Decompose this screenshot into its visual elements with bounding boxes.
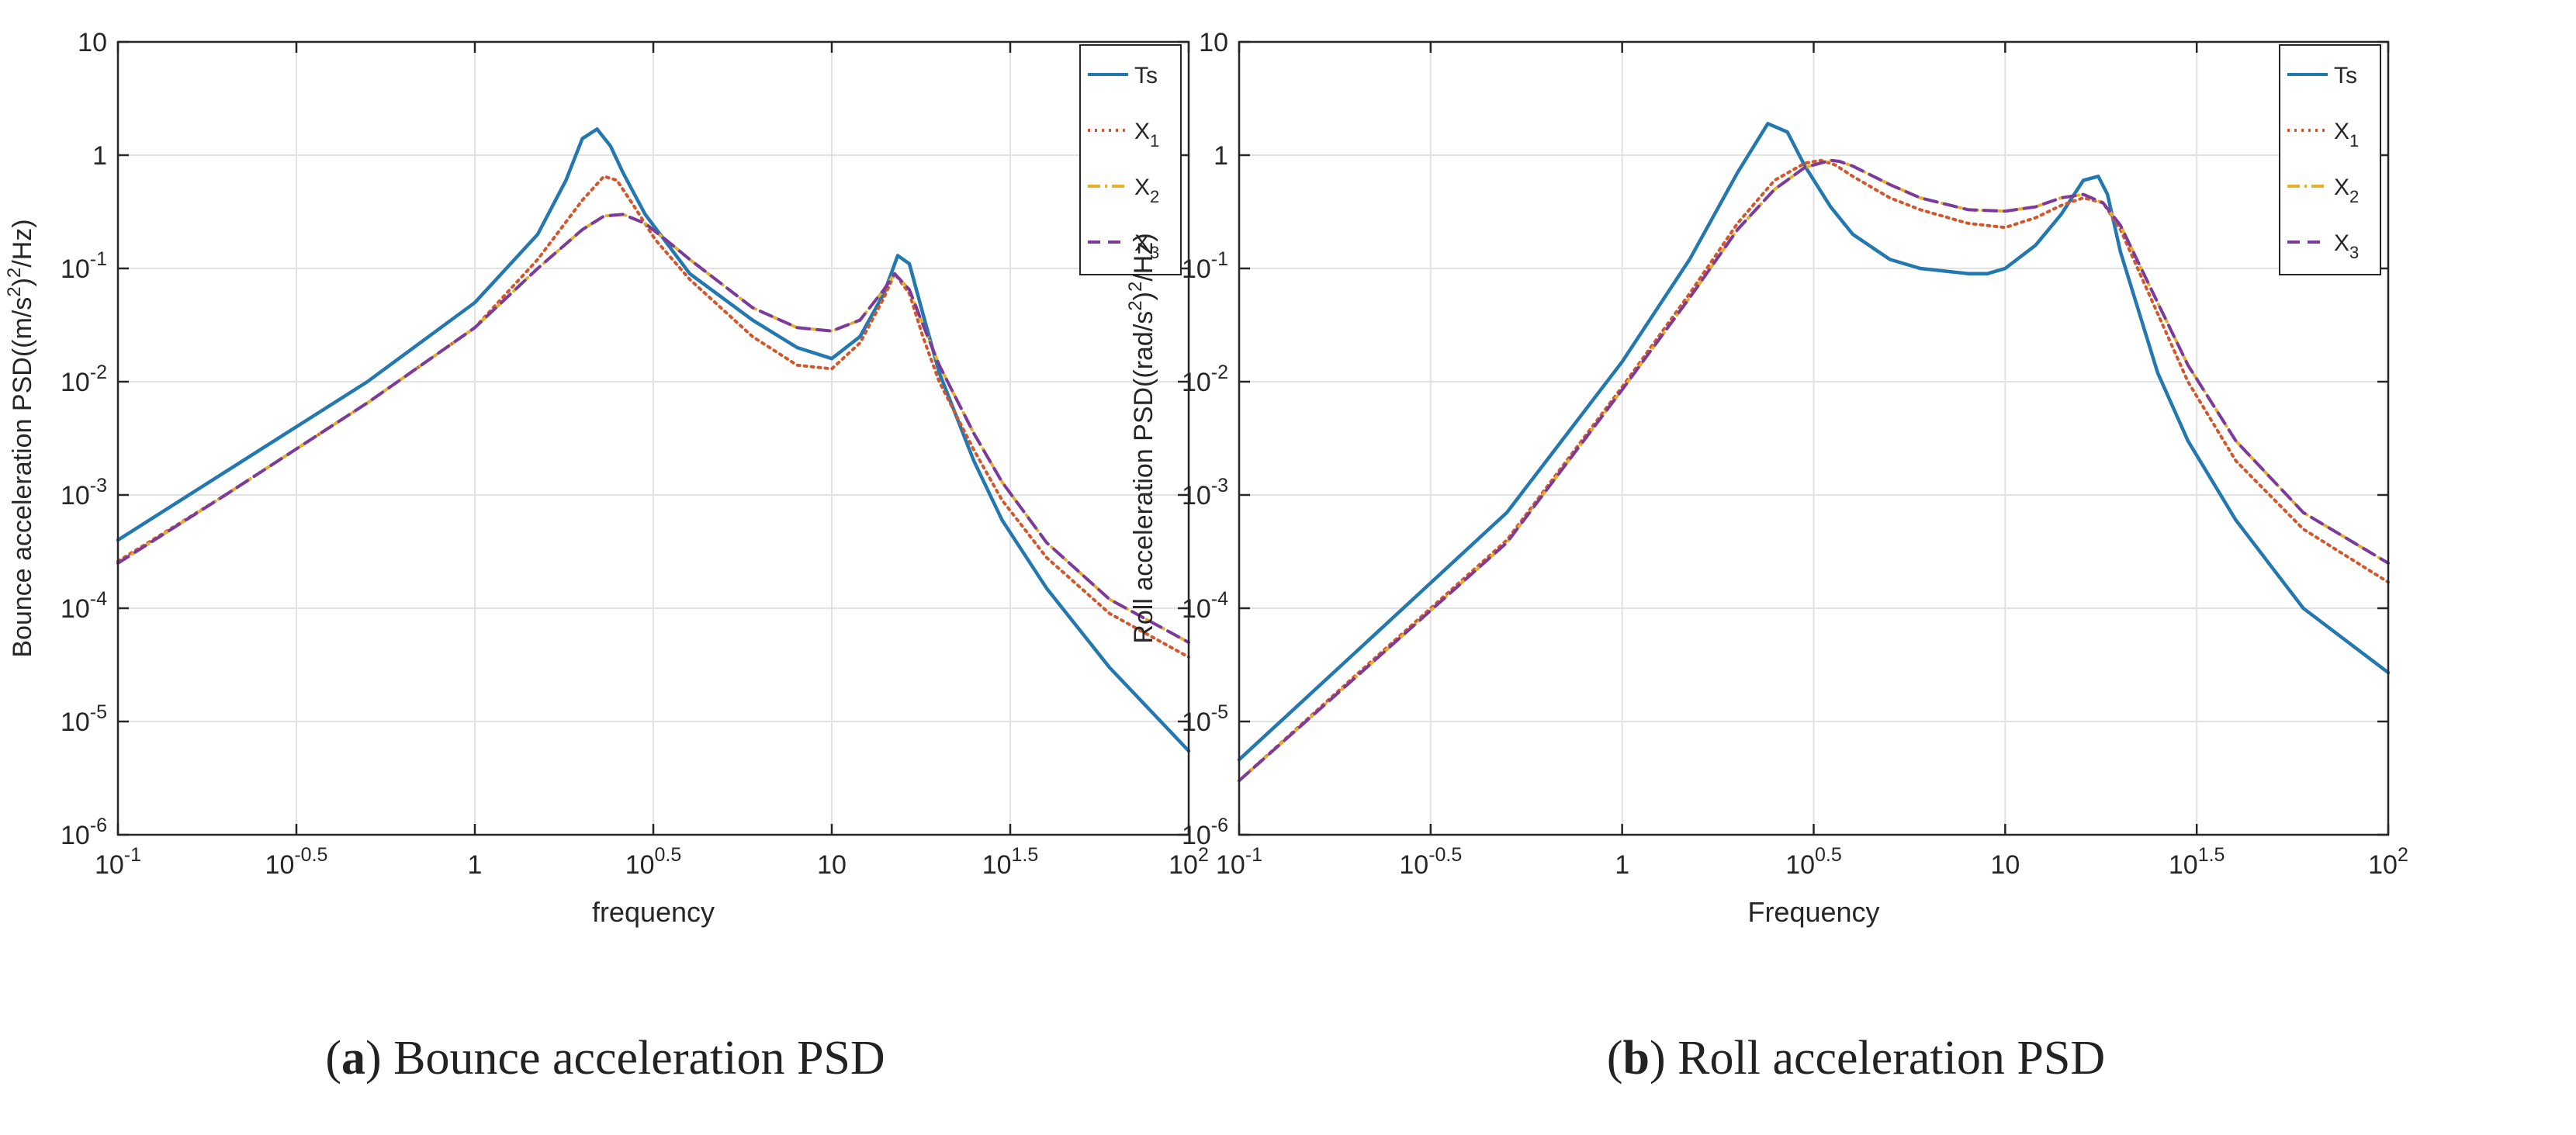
series-line-x2 (1238, 158, 2390, 783)
x-axis-label: Frequency (1747, 896, 1879, 928)
y-tick-label: 10-4 (1182, 588, 1228, 624)
x-tick-label: 101.5 (2169, 844, 2225, 880)
x-tick-label: 1 (468, 850, 483, 880)
y-tick-label: 1 (92, 141, 107, 171)
legend-label-x1: X1 (2334, 119, 2359, 151)
x-tick-label: 10 (1990, 850, 2020, 880)
series-line-x1 (116, 175, 1190, 659)
y-tick-label: 10-1 (61, 248, 107, 284)
y-tick-label: 10-3 (61, 475, 107, 510)
x-tick-label: 10-0.5 (265, 844, 328, 880)
x-tick-label: 10-1 (95, 844, 141, 880)
x-tick-label: 100.5 (625, 844, 682, 880)
x-tick-label: 10-1 (1216, 844, 1262, 880)
chart-panel-a: 10-1 10-0.5 1 100.5 10 101.5 102 10 1 10-1 10-2 10-… (4, 28, 1209, 1085)
legend-label-x1: X1 (1134, 119, 1159, 151)
x-tick-label: 100.5 (1785, 844, 1842, 880)
y-tick-label: 10-4 (61, 588, 107, 624)
legend-label-x3: X3 (1134, 230, 1159, 262)
y-tick-label: 10-5 (61, 701, 107, 737)
y-tick-label: 10-5 (1182, 701, 1228, 737)
y-tick-label: 10-2 (61, 362, 107, 397)
y-axis-label: Bounce acceleration PSD((m/s2)2/Hz) (4, 219, 37, 657)
x-axis-label: frequency (592, 896, 715, 928)
series-line-x1 (1238, 158, 2390, 783)
x-tick-label: 101.5 (982, 844, 1039, 880)
figure-caption-a: (a) Bounce acceleration PSD (325, 1032, 885, 1085)
legend-label-x3: X3 (2334, 230, 2359, 262)
y-tick-label: 10-2 (1182, 362, 1228, 397)
series-line-ts (116, 127, 1191, 753)
y-tick-label: 10 (78, 28, 107, 57)
y-tick-label: 10 (1199, 28, 1228, 57)
legend-box (2279, 44, 2381, 275)
series-line-ts (1237, 122, 2391, 762)
x-tick-label: 10-0.5 (1399, 844, 1462, 880)
legend-label-x2: X2 (2334, 175, 2359, 206)
legend-label-ts: Ts (2334, 63, 2357, 88)
legend: Ts X1 X2 X3 (1079, 44, 1182, 275)
x-tick-label: 102 (1169, 844, 1209, 880)
legend-label-ts: Ts (1134, 63, 1158, 88)
series-line-x3 (116, 213, 1190, 644)
legend-label-x2: X2 (1134, 175, 1159, 206)
y-axis-label: Roll acceleration PSD((rad/s2)2/Hz) (1125, 233, 1158, 643)
x-tick-label: 102 (2368, 844, 2408, 880)
y-tick-label: 10-6 (1182, 815, 1228, 850)
chart-panel-b: 10-1 10-0.5 1 100.5 10 101.5 102 10 1 10-1 10-2 10-… (1125, 28, 2408, 1085)
legend-box (1079, 44, 1182, 275)
x-tick-label: 1 (1615, 850, 1629, 880)
figure-caption-b: (b) Roll acceleration PSD (1607, 1032, 2105, 1085)
y-tick-label: 10-6 (61, 815, 107, 850)
y-tick-label: 10-1 (1182, 248, 1228, 284)
x-tick-label: 10 (817, 850, 847, 880)
y-tick-label: 10-3 (1182, 475, 1228, 510)
legend: Ts X1 X2 X3 (2279, 44, 2381, 275)
y-tick-label: 1 (1214, 141, 1228, 171)
